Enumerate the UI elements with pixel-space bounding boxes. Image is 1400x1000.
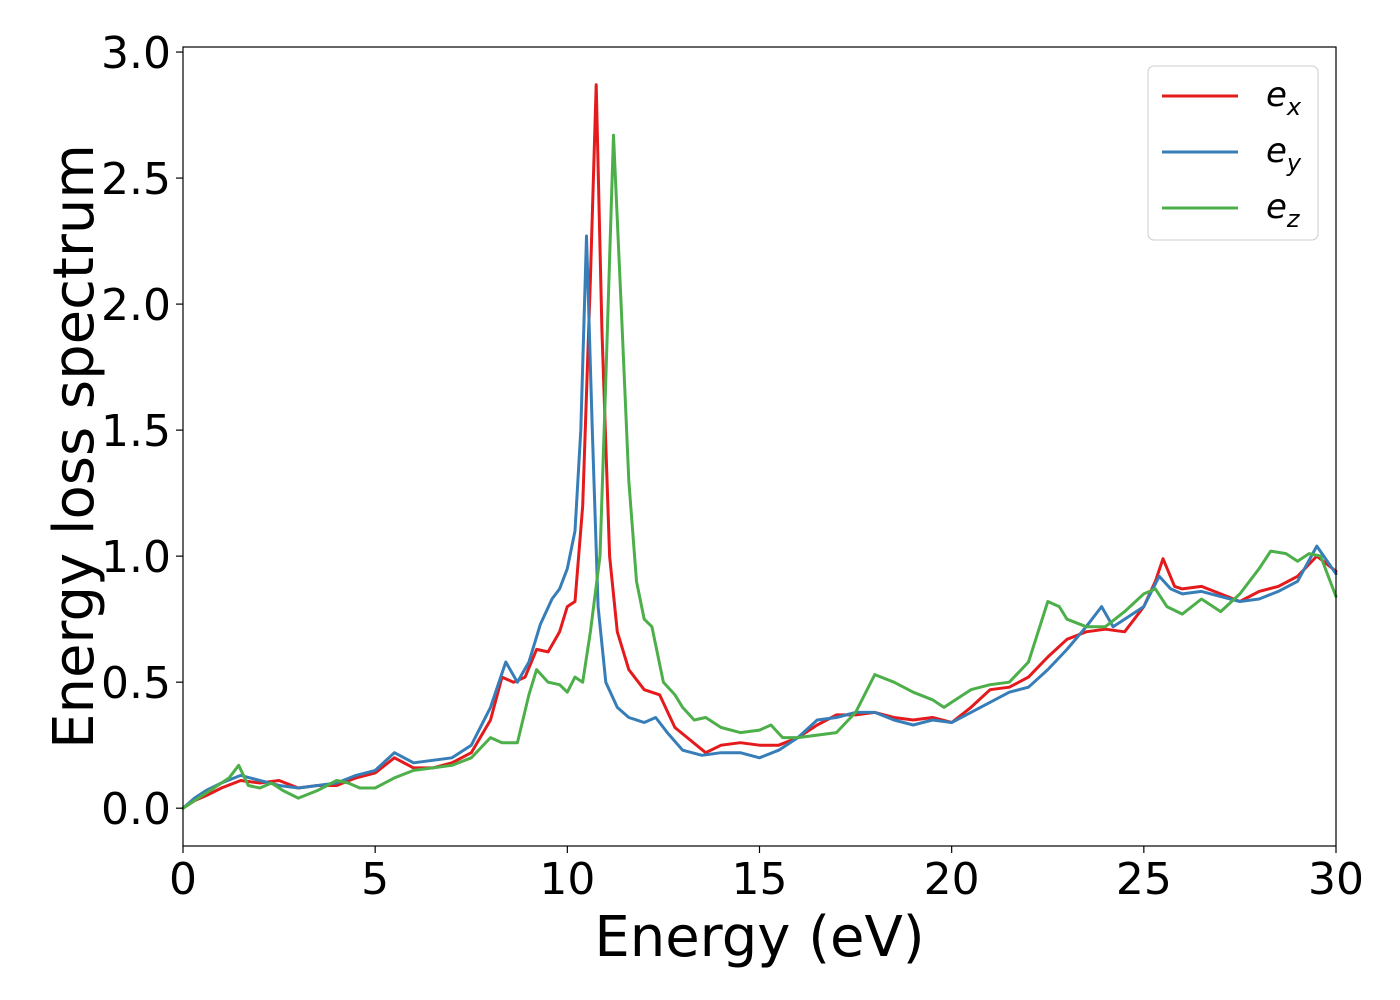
y-tick-label: 0.5 xyxy=(101,658,171,709)
legend-label-x: ex xyxy=(1266,75,1302,121)
y-tick-label: 3.0 xyxy=(101,28,171,79)
series-lines xyxy=(181,83,1338,810)
y-tick-label: 2.0 xyxy=(101,280,171,331)
x-tick-label: 20 xyxy=(924,854,980,905)
axis-ticks: 0 5 10 15 20 25 30 0.0 0.5 1.0 1.5 2.0 2.5 3.0 xyxy=(101,28,1364,905)
legend-label-base: e xyxy=(1266,187,1287,227)
legend-label-y: ey xyxy=(1266,131,1302,177)
series-line-y xyxy=(181,234,1338,810)
y-tick-label: 2.5 xyxy=(101,154,171,205)
legend-label-base: e xyxy=(1266,131,1287,171)
y-tick-label: 1.5 xyxy=(101,406,171,457)
y-axis-title: Energy loss spectrum xyxy=(42,144,107,749)
legend-label-subscript: y xyxy=(1286,149,1302,177)
x-tick-label: 15 xyxy=(732,854,788,905)
x-tick-label: 10 xyxy=(539,854,595,905)
legend-label-base: e xyxy=(1266,75,1287,115)
x-tick-label: 0 xyxy=(169,854,197,905)
legend-label-subscript: z xyxy=(1286,205,1301,233)
legend-label-z: ez xyxy=(1266,187,1301,233)
x-tick-label: 5 xyxy=(361,854,389,905)
y-tick-label: 0.0 xyxy=(101,784,171,835)
y-tick-label: 1.0 xyxy=(101,532,171,583)
x-tick-label: 25 xyxy=(1116,854,1172,905)
legend-label-subscript: x xyxy=(1286,93,1302,121)
x-axis-title: Energy (eV) xyxy=(594,905,924,970)
series-line-z xyxy=(181,133,1338,810)
x-tick-label: 30 xyxy=(1308,854,1364,905)
